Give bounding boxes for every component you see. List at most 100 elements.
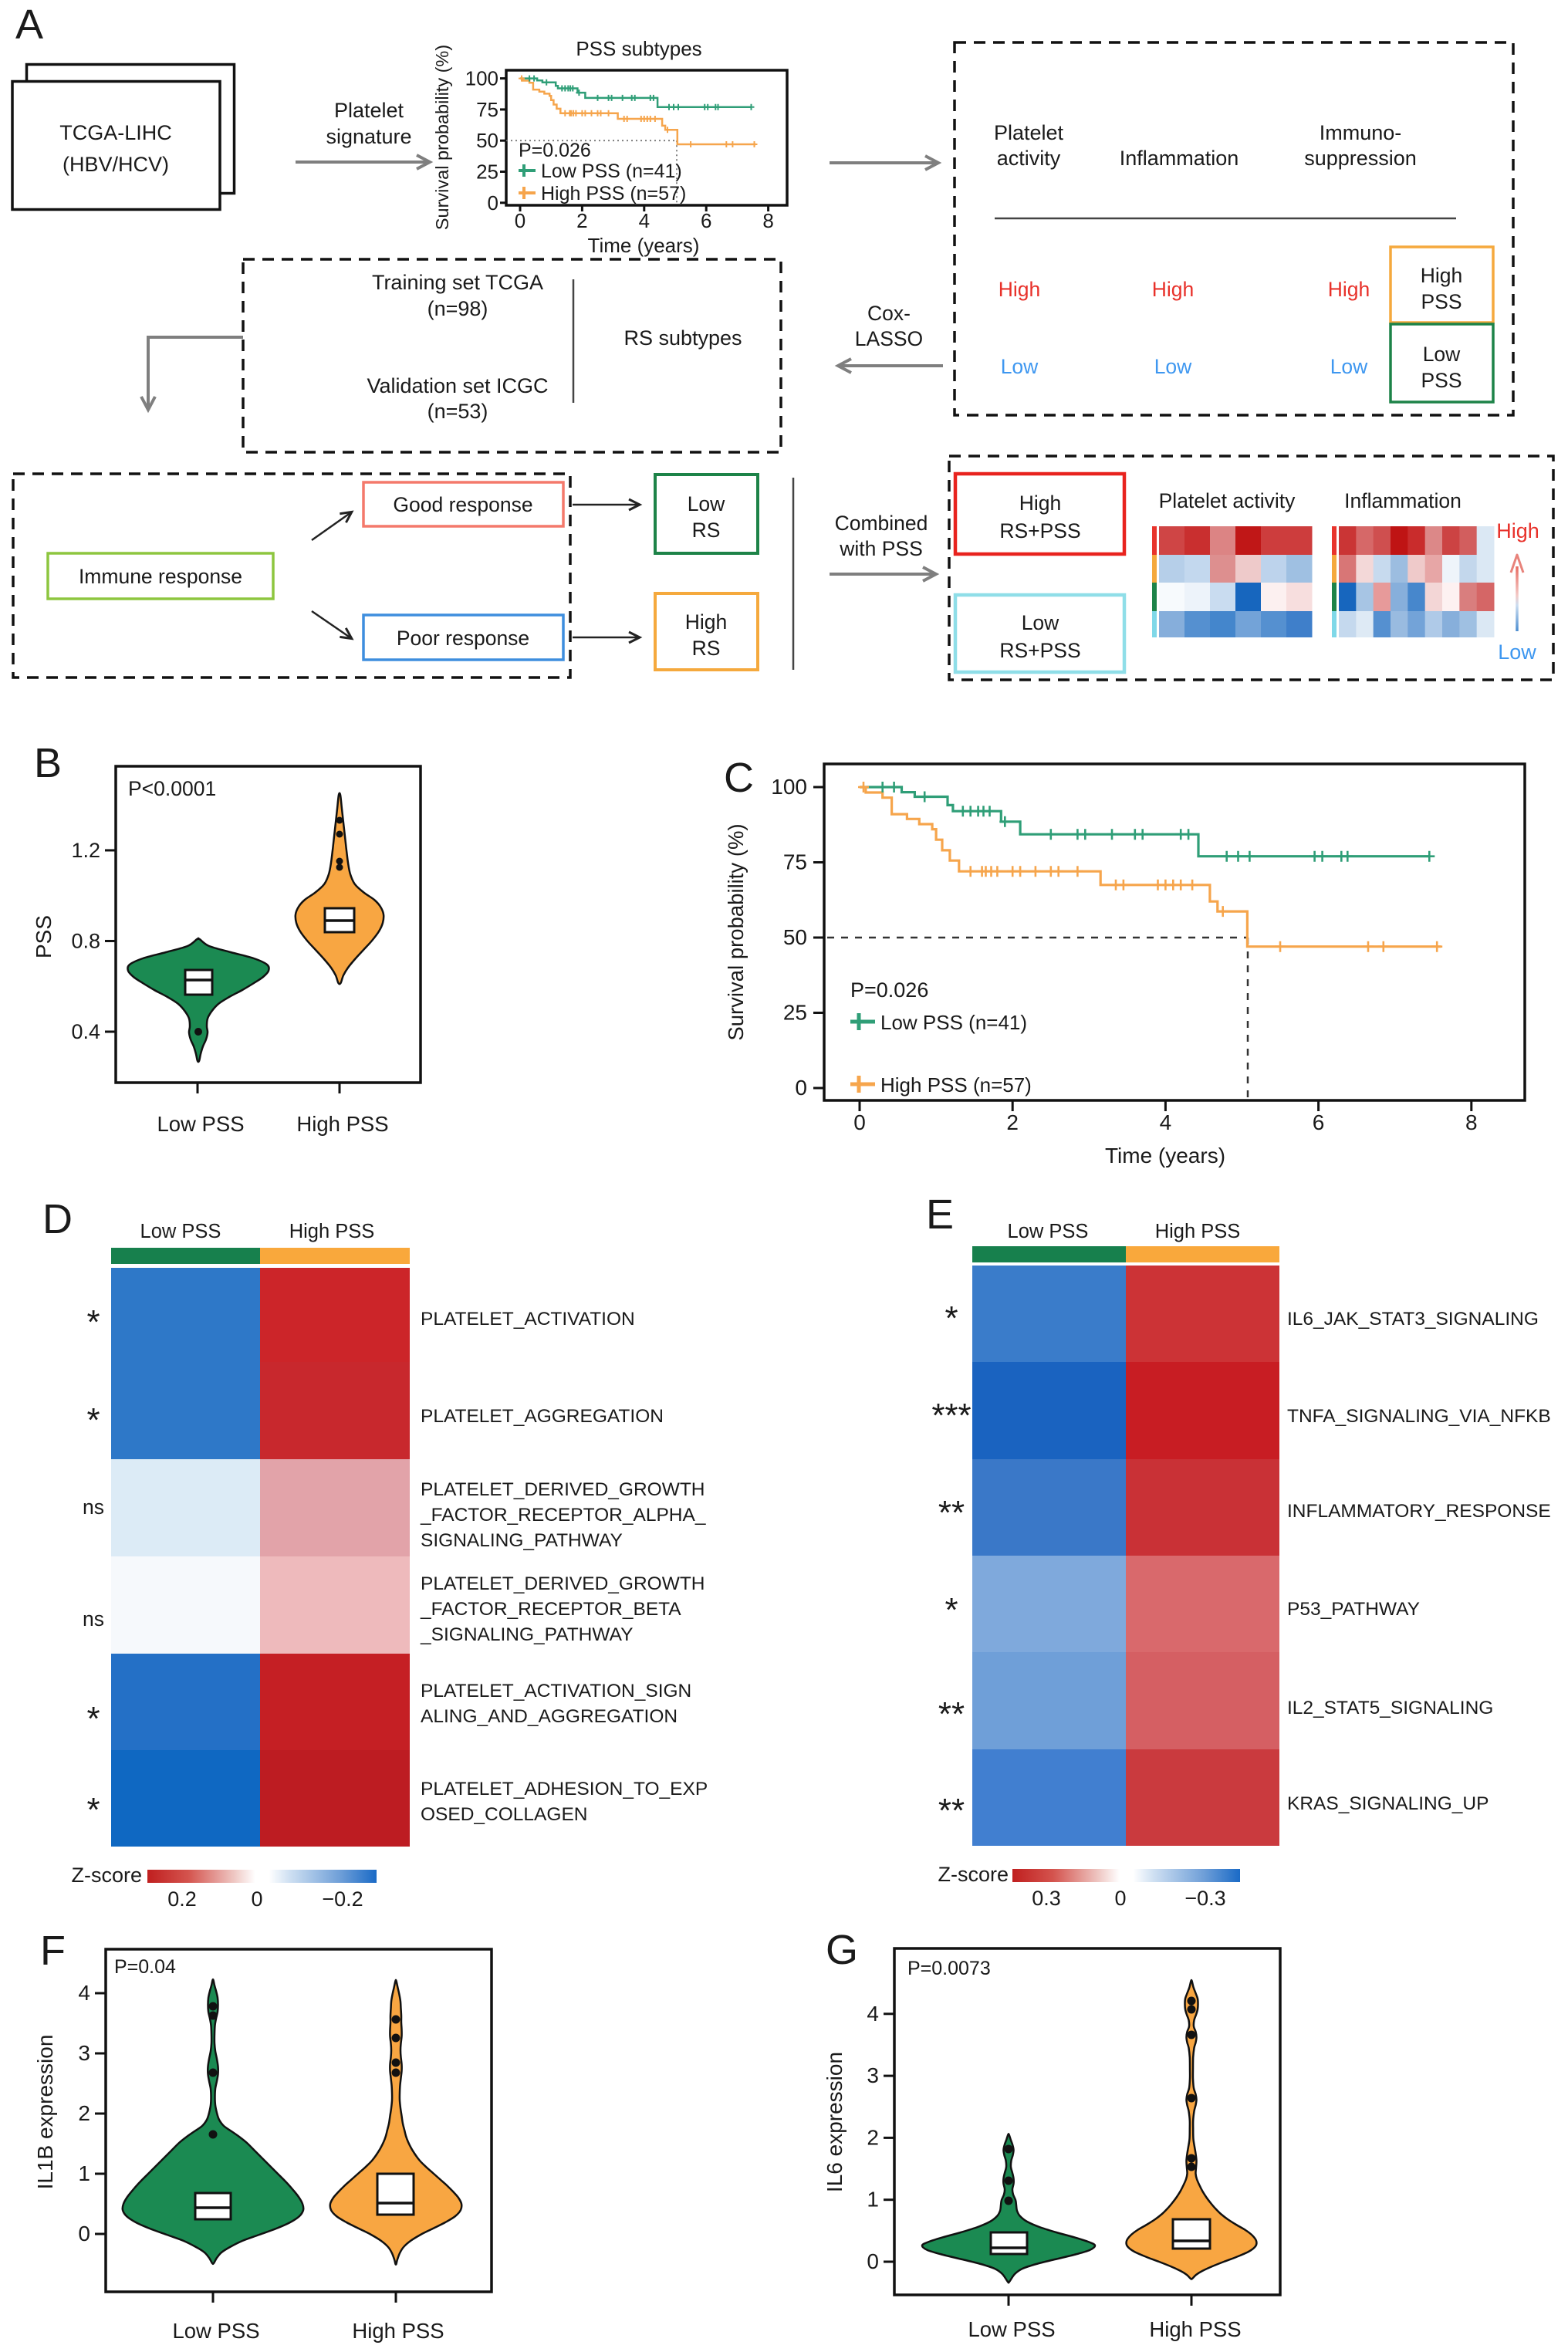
svg-text:Platelet activity: Platelet activity [1159,489,1296,512]
svg-text:0: 0 [1114,1887,1126,1910]
svg-text:IL1B expression: IL1B expression [33,2035,57,2190]
svg-text:P<0.0001: P<0.0001 [128,777,216,800]
svg-text:Low: Low [1498,640,1536,664]
svg-text:IL6_JAK_STAT3_SIGNALING: IL6_JAK_STAT3_SIGNALING [1287,1309,1539,1330]
svg-text:High PSS: High PSS [1155,1221,1241,1242]
svg-text:Good response: Good response [393,493,532,516]
svg-text:8: 8 [1465,1110,1478,1134]
svg-text:3: 3 [867,2063,879,2087]
svg-text:0: 0 [867,2249,879,2273]
svg-text:Time (years): Time (years) [1105,1144,1225,1168]
svg-text:0.3: 0.3 [1032,1887,1061,1910]
svg-text:TNFA_SIGNALING_VIA_NFKB: TNFA_SIGNALING_VIA_NFKB [1287,1406,1551,1427]
svg-text:Low PSS: Low PSS [172,2319,259,2343]
svg-text:75: 75 [476,98,498,121]
svg-text:High PSS (n=57): High PSS (n=57) [541,183,686,204]
svg-text:0: 0 [78,2222,90,2246]
svg-text:RS: RS [692,519,721,542]
svg-text:_FACTOR_RECEPTOR_ALPHA_: _FACTOR_RECEPTOR_ALPHA_ [420,1505,706,1526]
svg-text:2: 2 [78,2101,90,2125]
svg-text:High: High [1421,264,1463,287]
svg-text:IL6 expression: IL6 expression [823,2052,847,2192]
svg-text:PLATELET_ACTIVATION: PLATELET_ACTIVATION [421,1309,635,1330]
svg-text:Low: Low [1423,343,1461,366]
svg-text:_FACTOR_RECEPTOR_BETA: _FACTOR_RECEPTOR_BETA [420,1599,681,1620]
svg-text:Cox-: Cox- [867,302,911,325]
svg-text:Survival probability (%): Survival probability (%) [432,45,452,230]
svg-text:B: B [34,740,62,786]
svg-text:LASSO: LASSO [855,327,923,350]
svg-text:1: 1 [78,2161,90,2185]
svg-text:PLATELET_DERIVED_GROWTH: PLATELET_DERIVED_GROWTH [421,1573,705,1594]
svg-text:signature: signature [326,125,411,148]
svg-text:100: 100 [771,775,807,799]
svg-text:_SIGNALING_PATHWAY: _SIGNALING_PATHWAY [420,1624,633,1645]
svg-text:PLATELET_ACTIVATION_SIGN: PLATELET_ACTIVATION_SIGN [421,1681,691,1701]
svg-text:High PSS: High PSS [296,1112,388,1136]
svg-text:RS subtypes: RS subtypes [623,326,742,350]
svg-text:Low: Low [1330,355,1368,378]
svg-text:Z-score: Z-score [71,1864,142,1887]
svg-text:ALING_AND_AGGREGATION: ALING_AND_AGGREGATION [421,1706,678,1727]
svg-text:(n=98): (n=98) [427,297,488,320]
svg-text:PLATELET_DERIVED_GROWTH: PLATELET_DERIVED_GROWTH [421,1479,705,1500]
svg-text:High PSS: High PSS [352,2319,444,2343]
svg-text:Survival probability (%): Survival probability (%) [724,823,748,1040]
svg-text:0: 0 [515,209,525,232]
svg-text:1.2: 1.2 [71,839,100,862]
svg-text:0.8: 0.8 [71,929,100,952]
svg-text:Immuno-: Immuno- [1320,121,1402,144]
svg-text:4: 4 [867,2002,879,2026]
svg-text:High: High [1152,278,1195,301]
svg-text:High: High [685,610,728,634]
svg-text:75: 75 [783,850,807,874]
svg-text:1: 1 [867,2188,879,2212]
svg-text:P=0.026: P=0.026 [850,978,928,1002]
svg-text:Z-score: Z-score [938,1863,1009,1886]
svg-text:*: * [86,1791,100,1829]
svg-text:2: 2 [576,209,587,232]
svg-text:Time (years): Time (years) [588,234,700,257]
svg-text:PSS: PSS [1421,369,1462,392]
svg-text:*: * [945,1299,958,1337]
svg-text:KRAS_SIGNALING_UP: KRAS_SIGNALING_UP [1287,1793,1489,1814]
svg-text:8: 8 [762,209,773,232]
svg-text:*: * [86,1700,100,1738]
svg-text:Inflammation: Inflammation [1120,147,1239,170]
svg-text:(n=53): (n=53) [427,400,488,423]
svg-text:PSS: PSS [32,915,56,958]
svg-text:Low: Low [688,492,725,515]
svg-text:4: 4 [78,1981,90,2005]
svg-text:OSED_COLLAGEN: OSED_COLLAGEN [421,1804,588,1825]
svg-text:Low PSS (n=41): Low PSS (n=41) [541,161,682,182]
svg-text:P53_PATHWAY: P53_PATHWAY [1287,1599,1420,1620]
svg-text:suppression: suppression [1304,147,1417,170]
svg-text:C: C [724,755,754,801]
svg-text:IL2_STAT5_SIGNALING: IL2_STAT5_SIGNALING [1287,1698,1493,1718]
svg-text:SIGNALING_PATHWAY: SIGNALING_PATHWAY [421,1530,623,1551]
svg-text:2: 2 [1006,1110,1019,1134]
svg-text:*: * [86,1303,100,1341]
svg-text:High PSS (n=57): High PSS (n=57) [880,1073,1032,1097]
svg-text:PSS: PSS [1421,290,1462,313]
svg-text:Low PSS: Low PSS [157,1112,244,1136]
svg-text:Low PSS: Low PSS [968,2317,1055,2341]
svg-text:ns: ns [83,1495,104,1519]
svg-text:**: ** [938,1695,965,1733]
svg-text:P=0.04: P=0.04 [114,1956,176,1978]
svg-text:−0.2: −0.2 [322,1887,363,1911]
svg-text:Low PSS: Low PSS [140,1221,221,1242]
svg-text:INFLAMMATORY_RESPONSE: INFLAMMATORY_RESPONSE [1287,1501,1551,1522]
svg-text:*: * [945,1591,958,1629]
svg-text:High PSS: High PSS [289,1221,375,1242]
svg-text:0: 0 [488,191,498,215]
svg-text:6: 6 [1313,1110,1325,1134]
svg-text:ns: ns [83,1607,104,1631]
svg-text:High: High [999,278,1041,301]
svg-text:2: 2 [867,2125,879,2149]
svg-text:PSS subtypes: PSS subtypes [576,37,701,60]
svg-text:0: 0 [853,1110,866,1134]
svg-text:Platelet: Platelet [334,99,404,122]
svg-text:*: * [86,1401,100,1439]
svg-text:High: High [1328,278,1370,301]
